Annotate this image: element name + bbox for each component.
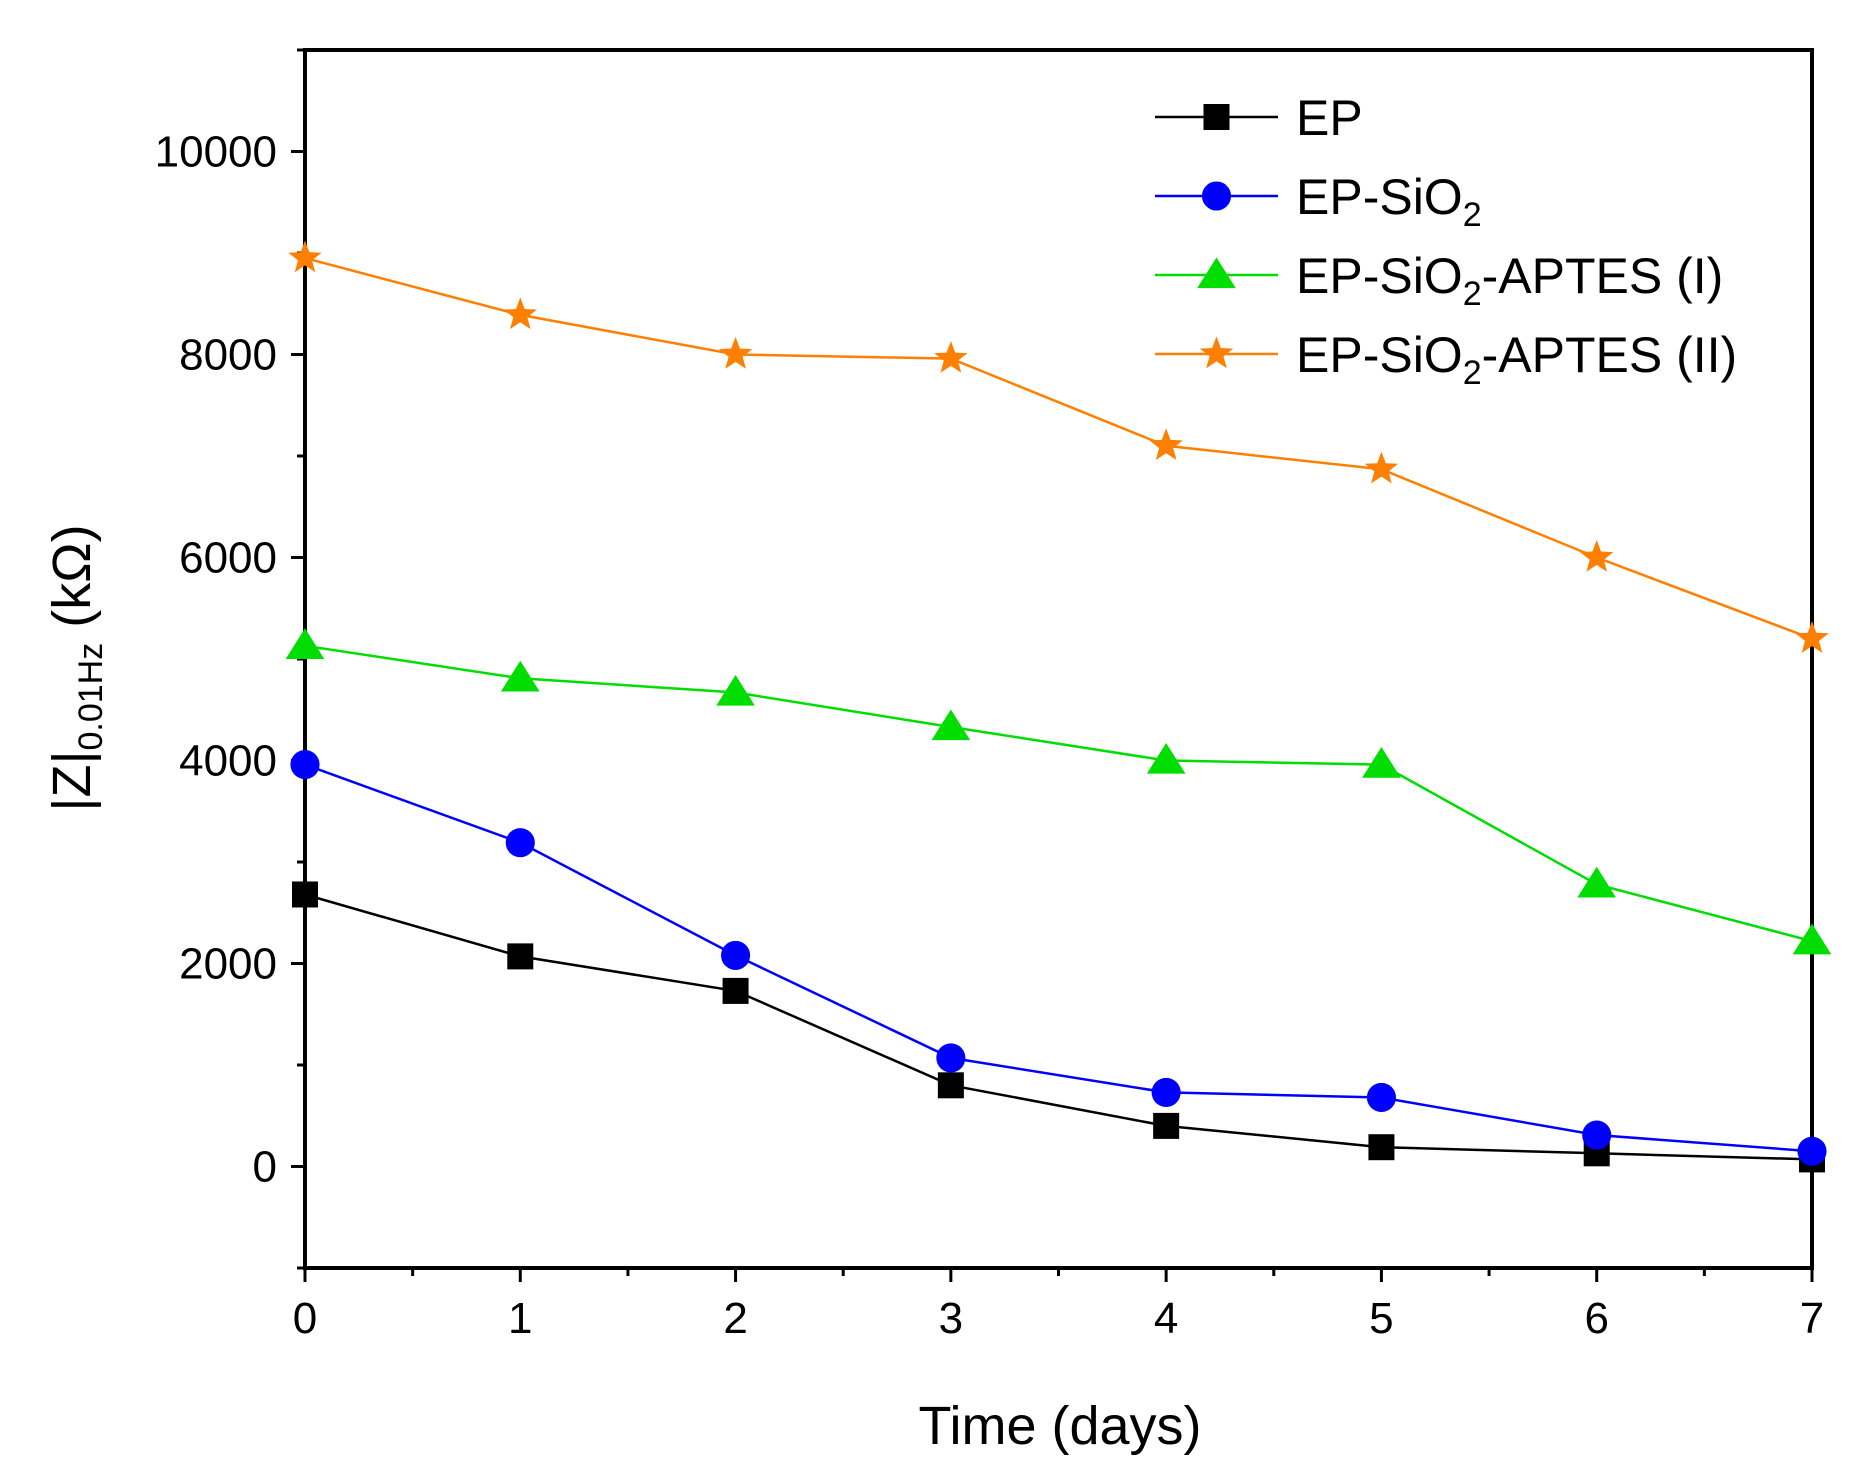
- marker-triangle: [1362, 747, 1401, 778]
- marker-square: [1203, 104, 1230, 130]
- marker-star: [1199, 336, 1234, 369]
- marker-star: [1580, 540, 1614, 572]
- marker-triangle: [500, 660, 540, 692]
- marker-square: [1153, 1112, 1180, 1139]
- legend-label-main: EP-SiO: [1296, 327, 1463, 383]
- marker-circle: [1201, 181, 1232, 211]
- marker-triangle: [1197, 257, 1236, 289]
- marker-star: [934, 341, 968, 373]
- marker-circle: [721, 940, 751, 970]
- x-tick-label: 3: [939, 1294, 963, 1343]
- y-axis-title: |Z|0.01Hz (kΩ): [42, 524, 110, 811]
- marker-star: [288, 240, 322, 273]
- legend-label-main: EP-SiO: [1296, 169, 1463, 225]
- y-axis-title-unit: (kΩ): [42, 524, 102, 642]
- y-tick-label: 6000: [179, 534, 277, 583]
- y-tick-label: 10000: [155, 128, 277, 177]
- marker-star: [1149, 428, 1183, 460]
- marker-star: [503, 297, 537, 330]
- y-axis-title-subscript: 0.01Hz: [72, 643, 110, 751]
- legend-item: EP: [1155, 90, 1363, 146]
- marker-circle: [936, 1043, 966, 1073]
- marker-circle: [290, 750, 320, 780]
- x-axis-title: Time (days): [918, 1396, 1201, 1456]
- marker-circle: [1797, 1136, 1827, 1166]
- x-tick-label: 5: [1369, 1294, 1393, 1343]
- marker-square: [1368, 1134, 1395, 1161]
- legend-label: EP-SiO2-APTES (II): [1296, 327, 1737, 392]
- legend-label-subscript: 2: [1463, 275, 1482, 313]
- legend-label: EP-SiO2-APTES (I): [1296, 248, 1723, 313]
- series-ep-sio2-aptes-ii-: [288, 240, 1829, 653]
- marker-circle: [1366, 1082, 1396, 1113]
- legend-label-suffix: -APTES (I): [1482, 248, 1724, 304]
- legend-label: EP-SiO2: [1296, 169, 1482, 234]
- legend-label-subscript: 2: [1463, 196, 1482, 234]
- marker-square: [507, 943, 534, 970]
- axes: 0 1 2 3 4 5 6 7 0 2000 4000 6000 8000 10000: [155, 48, 1824, 1343]
- legend-label-suffix: -APTES (II): [1482, 327, 1738, 383]
- marker-star: [1795, 621, 1829, 653]
- legend-label-main: EP: [1296, 90, 1363, 146]
- marker-square: [937, 1072, 964, 1099]
- y-tick-label: 2000: [179, 940, 277, 989]
- marker-triangle: [931, 709, 971, 741]
- x-tick-label: 1: [508, 1294, 532, 1343]
- series-layer: [285, 240, 1832, 1173]
- series-ep-sio2-aptes-i-: [285, 628, 1832, 955]
- marker-triangle: [716, 674, 755, 706]
- series-line: [304, 256, 1813, 640]
- series-line: [304, 644, 1813, 943]
- marker-triangle: [1146, 742, 1186, 774]
- legend-label-main: EP-SiO: [1296, 248, 1463, 304]
- marker-star: [718, 336, 753, 369]
- series-line: [304, 763, 1813, 1153]
- x-tick-label: 2: [723, 1294, 747, 1343]
- x-tick-label: 7: [1800, 1294, 1824, 1343]
- series-ep-sio2: [290, 750, 1827, 1166]
- y-tick-label: 8000: [179, 331, 277, 380]
- x-tick-label: 6: [1584, 1294, 1608, 1343]
- marker-square: [292, 881, 318, 908]
- marker-circle: [1151, 1077, 1181, 1107]
- y-tick-label: 4000: [179, 737, 277, 786]
- legend-label: EP: [1296, 90, 1363, 146]
- y-tick-label: 0: [253, 1143, 277, 1192]
- marker-star: [1364, 451, 1399, 484]
- marker-circle: [505, 828, 535, 858]
- plot-frame: [303, 48, 1814, 1270]
- x-tick-label: 4: [1154, 1294, 1178, 1343]
- legend-item: EP-SiO2-APTES (II): [1155, 327, 1737, 392]
- legend-label-subscript: 2: [1463, 354, 1482, 392]
- marker-square: [722, 977, 749, 1004]
- marker-triangle: [285, 628, 325, 659]
- legend-item: EP-SiO2-APTES (I): [1155, 248, 1723, 313]
- series-line: [304, 893, 1813, 1161]
- legend-item: EP-SiO2: [1155, 169, 1482, 234]
- x-tick-label: 0: [293, 1294, 317, 1343]
- y-axis-title-main: |Z|: [42, 751, 102, 812]
- marker-triangle: [1577, 866, 1617, 898]
- marker-triangle: [1792, 923, 1832, 955]
- marker-circle: [1582, 1120, 1612, 1150]
